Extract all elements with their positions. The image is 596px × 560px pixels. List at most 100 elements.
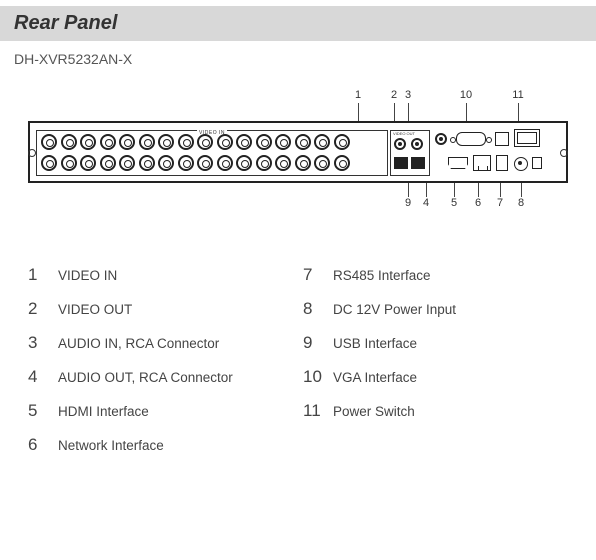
callout-3: 3 (401, 89, 415, 101)
legend-text: VIDEO OUT (58, 302, 132, 317)
bnc-connector (275, 134, 291, 150)
video-in-area: VIDEO IN (36, 130, 388, 176)
vga-port (456, 132, 486, 146)
callout-2: 2 (387, 89, 401, 101)
callout-11: 11 (511, 89, 525, 101)
bnc-connector (41, 134, 57, 150)
bnc-connector (41, 155, 57, 171)
legend-item: 6Network Interface (28, 435, 293, 455)
power-switch (514, 129, 540, 147)
bnc-connector (80, 134, 96, 150)
video-out-bnc (394, 138, 406, 150)
bnc-connector (139, 155, 155, 171)
callout-10-num: 10 (460, 89, 472, 101)
bnc-connector (314, 134, 330, 150)
legend-num: 8 (303, 299, 333, 319)
legend-item: 8DC 12V Power Input (303, 299, 568, 319)
legend-text: VGA Interface (333, 370, 417, 385)
bnc-row-bottom (41, 155, 353, 171)
legend-item: 10VGA Interface (303, 367, 568, 387)
callout-5: 5 (447, 197, 461, 209)
bnc-connector (158, 134, 174, 150)
bnc-connector (61, 155, 77, 171)
section-header: Rear Panel (0, 6, 596, 41)
legend-text: RS485 Interface (333, 268, 431, 283)
callout-5-num: 5 (451, 197, 457, 209)
bnc-connector (197, 155, 213, 171)
legend-num: 2 (28, 299, 58, 319)
rear-panel-diagram: 1 2 3 10 11 VIDEO IN VIDEO OUT (28, 89, 568, 229)
legend-text: DC 12V Power Input (333, 302, 456, 317)
legend-item: 2VIDEO OUT (28, 299, 293, 319)
legend-item: 1VIDEO IN (28, 265, 293, 285)
callout-9-num: 9 (405, 197, 411, 209)
legend-num: 10 (303, 367, 333, 387)
legend-text: AUDIO OUT, RCA Connector (58, 370, 233, 385)
legend-item: 7RS485 Interface (303, 265, 568, 285)
bnc-connector (178, 155, 194, 171)
dc-input (514, 157, 528, 171)
section-title: Rear Panel (14, 12, 582, 35)
callout-1: 1 (351, 89, 365, 101)
callout-6: 6 (471, 197, 485, 209)
callout-11-num: 11 (512, 89, 523, 101)
bnc-connector (139, 134, 155, 150)
legend-text: HDMI Interface (58, 404, 149, 419)
legend-num: 4 (28, 367, 58, 387)
bnc-connector (236, 155, 252, 171)
bnc-connector (158, 155, 174, 171)
bnc-connector (178, 134, 194, 150)
legend-item: 3AUDIO IN, RCA Connector (28, 333, 293, 353)
bnc-connector (275, 155, 291, 171)
rs485-terminal (496, 155, 508, 171)
legend-text: Network Interface (58, 438, 164, 453)
bnc-connector (217, 155, 233, 171)
bnc-connector (314, 155, 330, 171)
bnc-connector (236, 134, 252, 150)
legend-item: 11Power Switch (303, 401, 568, 421)
bnc-connector (61, 134, 77, 150)
bnc-connector (119, 155, 135, 171)
bnc-connector (295, 155, 311, 171)
audio-in-rca (411, 138, 423, 150)
legend-item: 9USB Interface (303, 333, 568, 353)
callout-1-num: 1 (355, 89, 361, 101)
chassis: VIDEO IN VIDEO OUT (28, 121, 568, 183)
bnc-connector (334, 155, 350, 171)
bnc-connector (119, 134, 135, 150)
bnc-connector (256, 134, 272, 150)
rs485-port (495, 132, 509, 146)
bnc-connector (100, 155, 116, 171)
callout-8: 8 (514, 197, 528, 209)
audio-out-rca (411, 157, 425, 169)
screw-left (28, 149, 36, 157)
legend-item: 5HDMI Interface (28, 401, 293, 421)
bnc-row-top (41, 134, 353, 150)
callout-6-num: 6 (475, 197, 481, 209)
aux-port (532, 157, 542, 169)
callout-3-num: 3 (405, 89, 411, 101)
legend-text: VIDEO IN (58, 268, 117, 283)
legend-text: Power Switch (333, 404, 415, 419)
legend-num: 9 (303, 333, 333, 353)
callout-7: 7 (493, 197, 507, 209)
legend-table: 1VIDEO IN 7RS485 Interface 2VIDEO OUT 8DC 1… (28, 265, 568, 455)
legend-num: 11 (303, 401, 333, 421)
legend-num: 3 (28, 333, 58, 353)
network-port (473, 155, 491, 171)
hdmi-port (448, 157, 468, 169)
usb-port (394, 157, 408, 169)
callout-4: 4 (419, 197, 433, 209)
bnc-connector (217, 134, 233, 150)
legend-text: USB Interface (333, 336, 417, 351)
bnc-connector (256, 155, 272, 171)
callout-7-num: 7 (497, 197, 503, 209)
legend-num: 1 (28, 265, 58, 285)
video-out-area: VIDEO OUT (390, 130, 430, 176)
bnc-connector (197, 134, 213, 150)
bnc-connector (100, 134, 116, 150)
callout-4-num: 4 (423, 197, 429, 209)
legend-text: AUDIO IN, RCA Connector (58, 336, 219, 351)
callout-2-num: 2 (391, 89, 397, 101)
rca-extra (435, 133, 447, 145)
